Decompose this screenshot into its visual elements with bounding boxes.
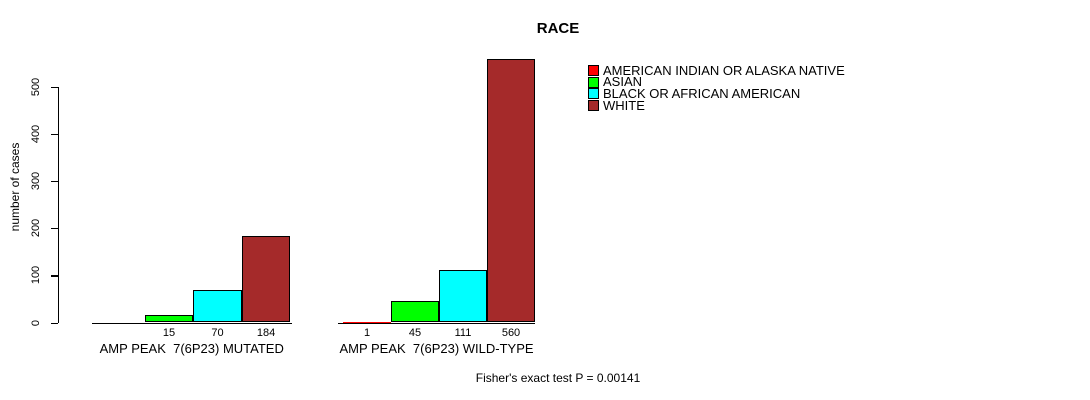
bar-white	[487, 58, 535, 323]
bar-black-or-african-american	[193, 289, 242, 323]
y-axis-label: number of cases	[8, 142, 22, 232]
y-axis-tick	[51, 322, 58, 324]
legend-item: ASIAN	[588, 74, 643, 90]
legend-item: WHITE	[588, 97, 645, 113]
legend-swatch-icon	[588, 76, 599, 88]
y-axis-tick	[51, 133, 58, 136]
chart-title: RACE	[536, 20, 580, 37]
bar-asian	[144, 315, 194, 323]
legend-label: WHITE	[603, 97, 645, 113]
y-axis-tick-label: 400	[30, 124, 42, 144]
legend-swatch-icon	[588, 100, 599, 112]
group-baseline	[91, 322, 292, 324]
y-axis-tick	[51, 228, 58, 230]
bar-value-label: 1	[363, 327, 371, 339]
y-axis-tick-label: 200	[30, 219, 42, 238]
bar-value-label: 184	[256, 327, 276, 339]
y-axis-tick-label: 300	[30, 171, 42, 191]
legend-item: AMERICAN INDIAN OR ALASKA NATIVE	[588, 62, 845, 78]
legend-label: AMERICAN INDIAN OR ALASKA NATIVE	[603, 62, 845, 78]
legend-item: BLACK OR AFRICAN AMERICAN	[588, 85, 801, 101]
group-label: AMP PEAK 7(6P23) MUTATED	[99, 341, 284, 356]
fisher-test-annotation: Fisher's exact test P = 0.00141	[475, 371, 641, 385]
legend-swatch-icon	[588, 65, 599, 76]
y-axis-tick	[51, 275, 58, 277]
group-baseline	[338, 322, 535, 324]
y-axis-tick	[51, 86, 58, 88]
legend-swatch-icon	[588, 88, 599, 100]
y-axis-tick-label: 100	[30, 266, 42, 285]
bar-black-or-african-american	[439, 270, 487, 323]
bar-value-label: 70	[211, 327, 224, 339]
bar-asian	[391, 301, 439, 323]
y-axis-line	[58, 86, 60, 324]
legend-label: BLACK OR AFRICAN AMERICAN	[603, 85, 801, 101]
y-axis-tick	[51, 181, 58, 183]
bar-white	[241, 235, 291, 323]
y-axis-tick-label: 0	[30, 319, 42, 326]
y-axis-tick-label: 500	[30, 77, 42, 96]
bar-value-label: 560	[501, 327, 521, 339]
group-label: AMP PEAK 7(6P23) WILD-TYPE	[339, 341, 534, 356]
bar-value-label: 15	[162, 327, 176, 339]
legend-label: ASIAN	[603, 74, 643, 90]
bar-value-label: 111	[454, 327, 472, 339]
bar-value-label: 45	[408, 327, 422, 339]
